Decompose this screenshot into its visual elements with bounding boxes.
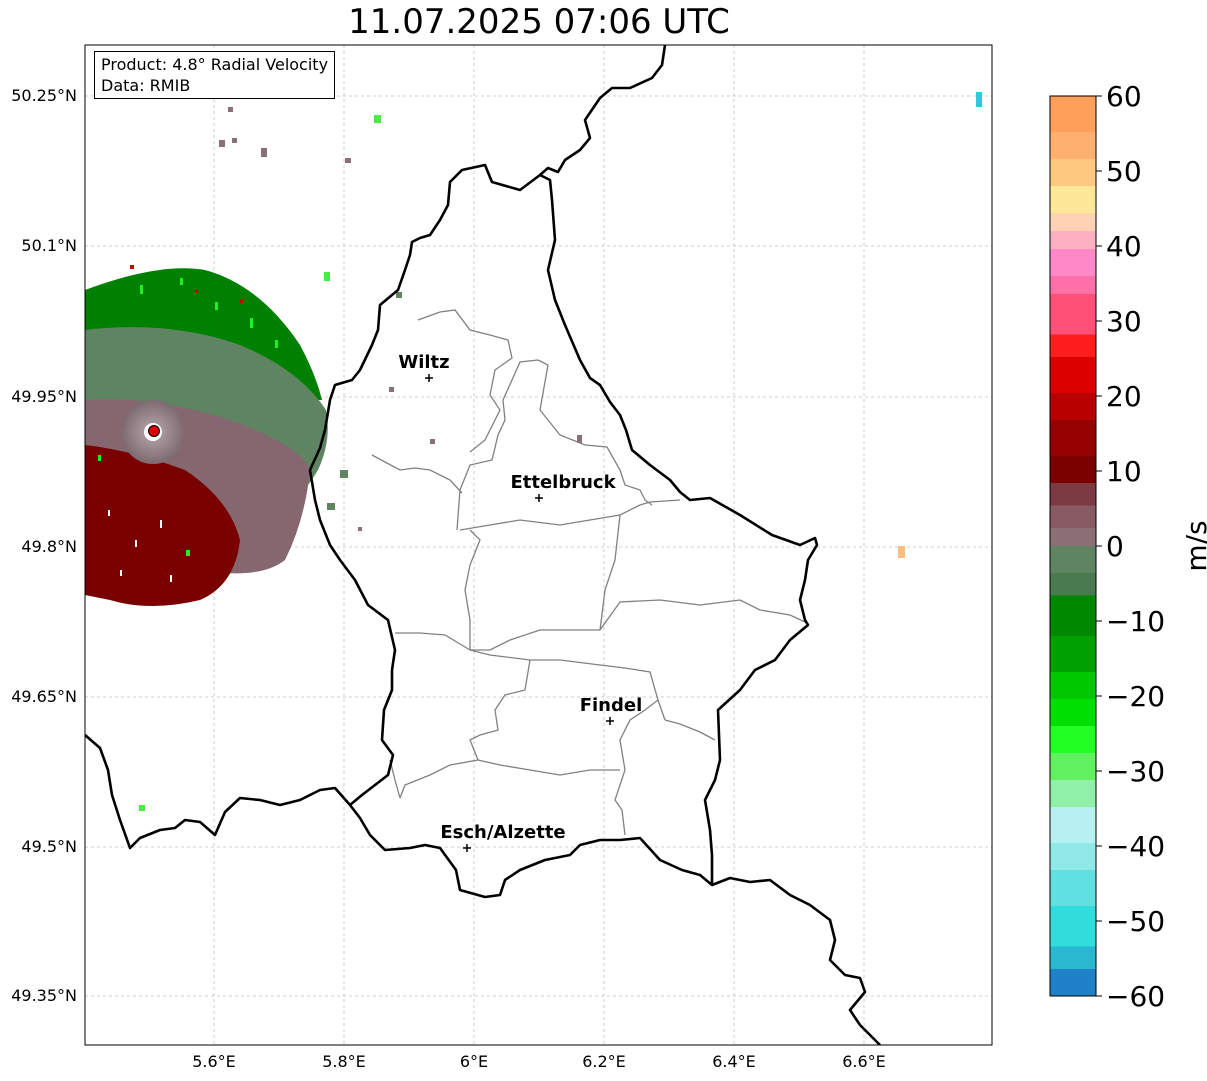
x-tick-label: 6°E — [460, 1052, 488, 1071]
colorbar-tick-label: 40 — [1106, 230, 1142, 263]
colorbar-band — [1050, 546, 1096, 574]
colorbar-band — [1050, 726, 1096, 754]
product-info-box: Product: 4.8° Radial Velocity Data: RMIB — [94, 51, 336, 99]
y-tick-label: 49.95°N — [11, 387, 77, 406]
colorbar-band — [1050, 231, 1096, 250]
map-frame — [84, 44, 993, 1046]
canton-boundaries — [371, 309, 806, 836]
colorbar-band — [1050, 456, 1096, 484]
colorbar-tick-label: −20 — [1106, 680, 1165, 713]
colorbar-band — [1050, 595, 1096, 637]
radar-echo-field — [85, 92, 982, 811]
colorbar-band — [1050, 672, 1096, 700]
colorbar-band — [1050, 636, 1096, 673]
city-marker-ettelbruck — [535, 494, 543, 502]
y-tick-label: 50.1°N — [21, 236, 77, 255]
velocity-colorbar: 60 50 40 30 20 10 0 −10 −20 −30 −40 −50 −60 m/s — [1049, 80, 1207, 1013]
y-tick-label: 49.35°N — [11, 986, 77, 1005]
city-label-ettelbruck: Ettelbruck — [510, 472, 616, 493]
colorbar-band — [1050, 276, 1096, 295]
colorbar-band — [1050, 870, 1096, 907]
colorbar-tick-label: −10 — [1106, 605, 1165, 638]
colorbar-band — [1050, 393, 1096, 421]
country-borders — [85, 45, 881, 1045]
colorbar-band — [1050, 420, 1096, 457]
radar-site-marker — [148, 425, 160, 437]
city-marker-wiltz — [425, 374, 433, 382]
colorbar-band — [1050, 753, 1096, 781]
colorbar-tick-label: −50 — [1106, 905, 1165, 938]
colorbar-band — [1050, 780, 1096, 808]
colorbar-band — [1050, 132, 1096, 160]
colorbar-band — [1050, 573, 1096, 596]
colorbar-tick-label: 0 — [1106, 530, 1124, 563]
colorbar-tick-label: 50 — [1106, 155, 1142, 188]
y-tick-label: 49.8°N — [21, 537, 77, 556]
colorbar-band — [1050, 969, 1096, 997]
colorbar-band — [1050, 357, 1096, 394]
colorbar-band — [1050, 186, 1096, 214]
map-title: 11.07.2025 07:06 UTC — [348, 2, 730, 42]
city-markers — [425, 374, 614, 852]
y-tick-label: 50.25°N — [11, 86, 77, 105]
colorbar-band — [1050, 334, 1096, 358]
colorbar-tick-label: −60 — [1106, 980, 1165, 1013]
x-tick-label: 6.2°E — [582, 1052, 626, 1071]
colorbar-band — [1050, 213, 1096, 232]
x-tick-label: 6.6°E — [842, 1052, 886, 1071]
y-tick-label: 49.65°N — [11, 687, 77, 706]
colorbar-band — [1050, 96, 1096, 133]
city-marker-esch — [463, 844, 471, 852]
colorbar-band — [1050, 249, 1096, 277]
colorbar-band — [1050, 483, 1096, 506]
city-label-findel: Findel — [580, 695, 643, 716]
colorbar-band — [1050, 906, 1096, 947]
colorbar-tick-label: 20 — [1106, 380, 1142, 413]
colorbar-band — [1050, 946, 1096, 970]
colorbar-tick-label: 60 — [1106, 80, 1142, 113]
y-tick-label: 49.5°N — [21, 837, 77, 856]
colorbar-band — [1050, 159, 1096, 187]
colorbar-tick-label: −30 — [1106, 755, 1165, 788]
city-label-esch: Esch/Alzette — [440, 822, 565, 843]
colorbar-band — [1050, 699, 1096, 727]
city-marker-findel — [606, 717, 614, 725]
colorbar-band — [1050, 505, 1096, 529]
colorbar-band — [1050, 807, 1096, 844]
colorbar-band — [1050, 528, 1096, 547]
product-label: Product: 4.8° Radial Velocity — [101, 55, 329, 74]
x-tick-label: 5.6°E — [192, 1052, 236, 1071]
colorbar-band — [1050, 843, 1096, 871]
colorbar-tick-label: 30 — [1106, 305, 1142, 338]
colorbar-band — [1050, 294, 1096, 335]
x-tick-label: 6.4°E — [712, 1052, 756, 1071]
colorbar-unit-label: m/s — [1180, 520, 1207, 571]
data-source-label: Data: RMIB — [101, 76, 191, 95]
x-tick-label: 5.8°E — [322, 1052, 366, 1071]
colorbar-tick-label: 10 — [1106, 455, 1142, 488]
colorbar-tick-label: −40 — [1106, 830, 1165, 863]
city-label-wiltz: Wiltz — [398, 352, 449, 373]
